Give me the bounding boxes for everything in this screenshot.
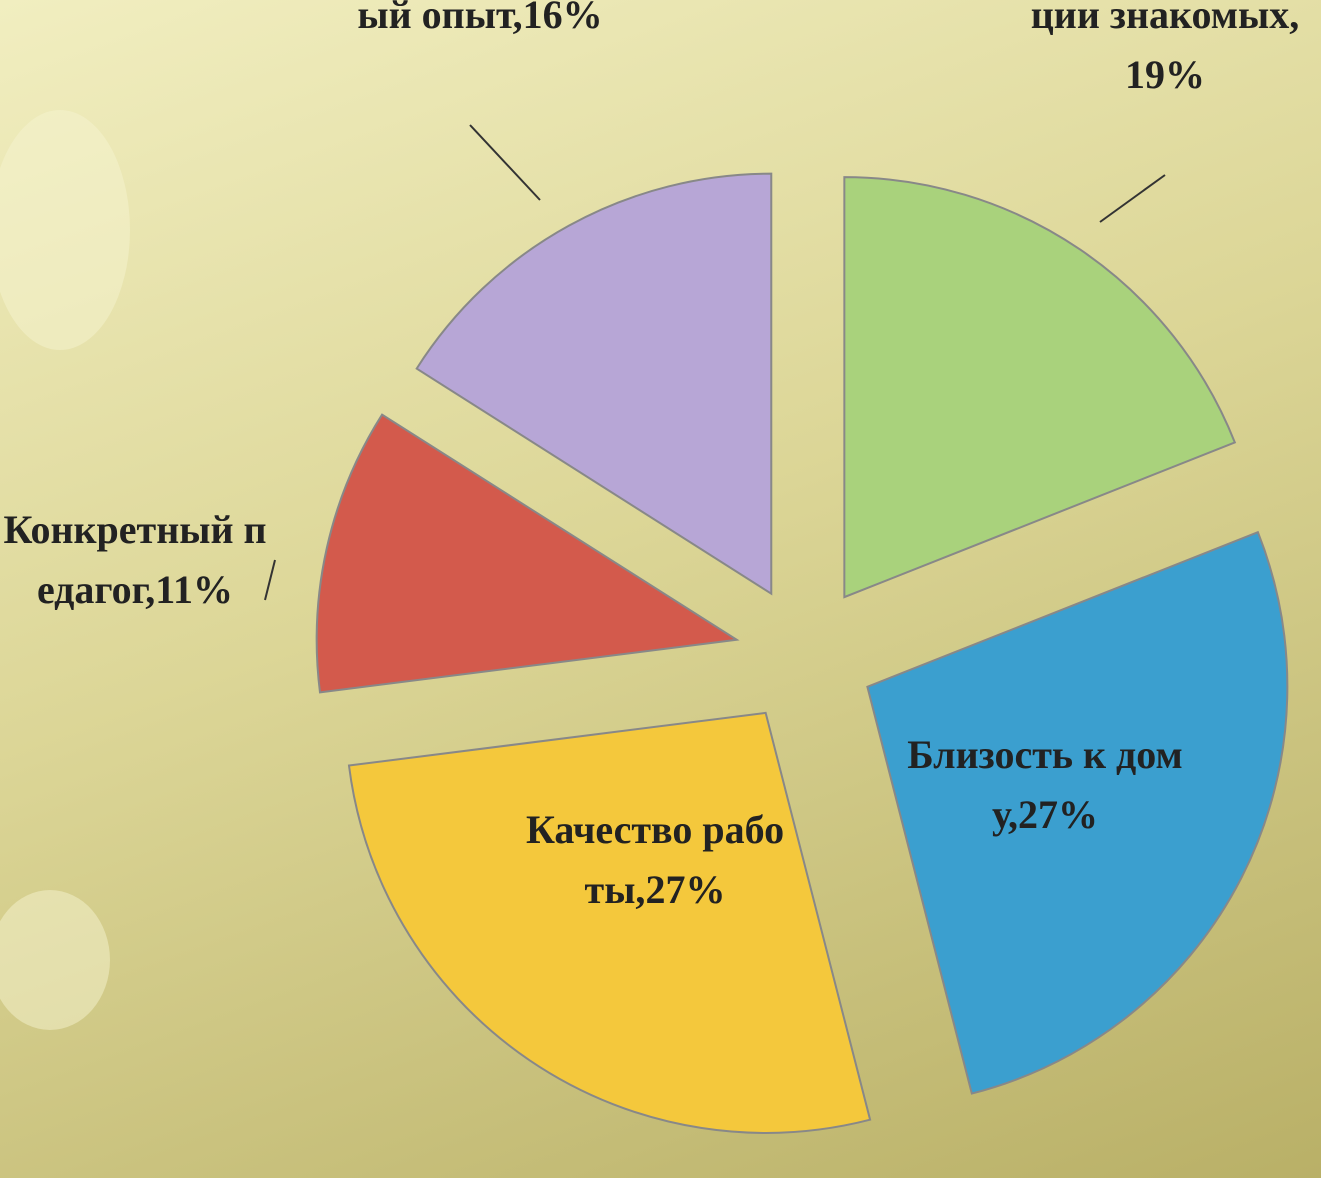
slice-name: ции знакомых, [1030,0,1300,37]
decor [0,110,130,350]
slice-value: 19% [1125,52,1205,97]
data-label: Близость к дому,27% [895,725,1195,845]
leader-line [469,124,541,201]
leader-line [264,559,276,601]
pie-slice [866,530,1289,1095]
data-label: Качество работы,27% [520,800,790,920]
slice-value: 27% [1018,792,1098,837]
data-label: ции знакомых, 19% [1030,0,1300,105]
pie-slice [843,176,1237,599]
data-label: ый опыт,16% [340,0,620,45]
pie-slice [315,413,740,694]
data-label: Конкретный педагог,11% [0,500,270,620]
slice-value: 27% [645,867,726,912]
slice-name: ый опыт, [357,0,523,37]
pie-slice [415,172,773,596]
slice-name: Близость к дому, [907,732,1183,837]
slice-name: Качество работы, [525,807,785,912]
leader-line [1099,174,1166,223]
slice-value: 11% [155,567,234,612]
slice-value: 16% [522,0,603,37]
pie-slice [347,711,872,1134]
decor [0,890,110,1030]
slice-name: Конкретный педагог, [3,507,267,612]
